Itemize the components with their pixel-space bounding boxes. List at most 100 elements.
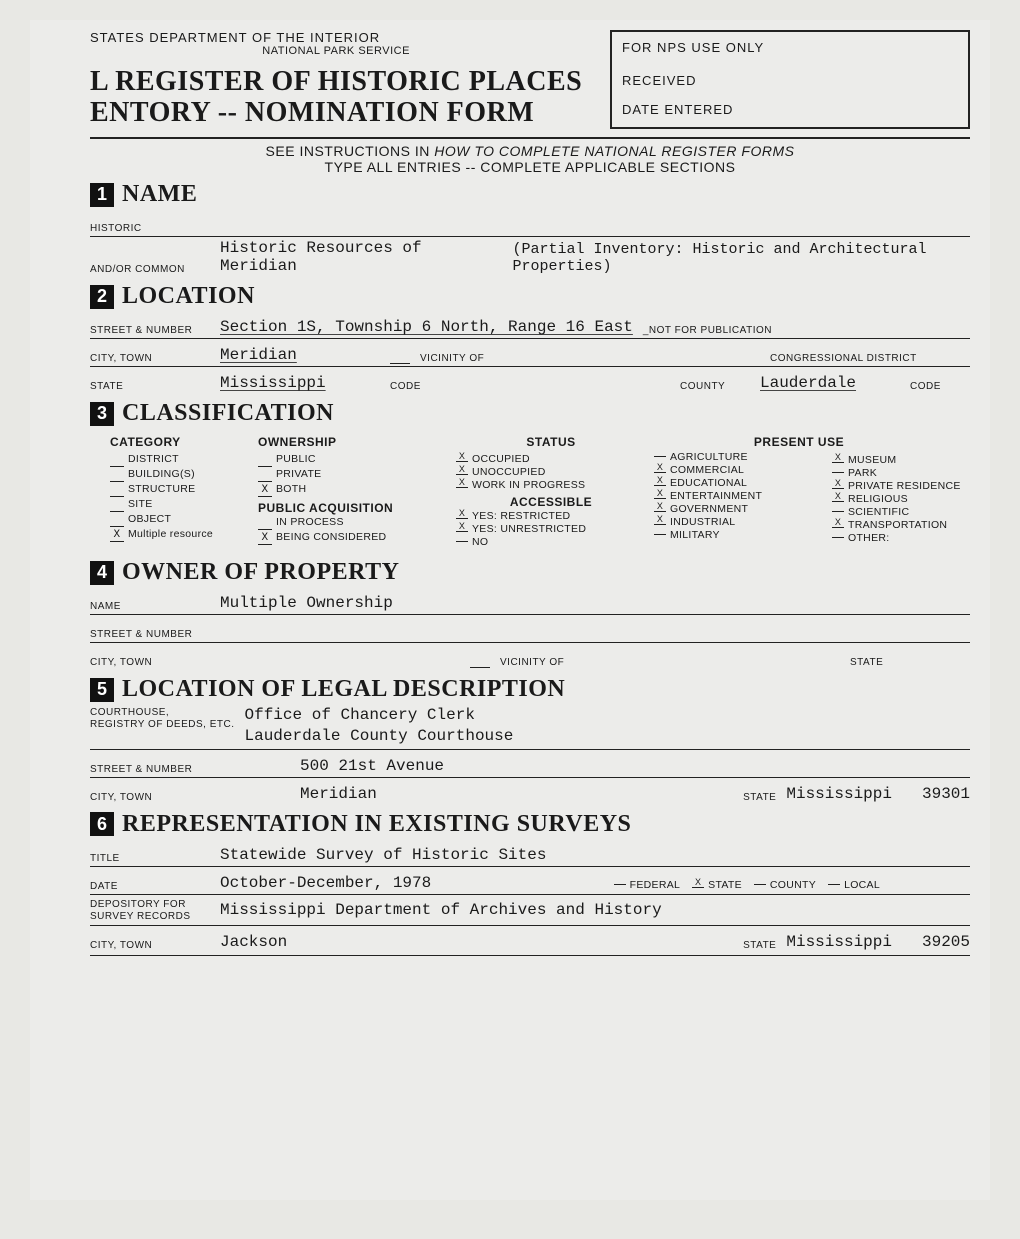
presentuse-mark: X [654,475,666,486]
presentuse-item: X PRIVATE RESIDENCE [832,480,1002,492]
pubacq-label: IN PROCESS [276,516,344,528]
presentuse-mark: X [654,462,666,473]
classification-grid: CATEGORY DISTRICT BUILDING(S) STRUCTURE … [90,435,970,549]
survey-level-item: X STATE [692,879,742,891]
survey-level-label: COUNTY [770,879,816,891]
title-line2: ENTORY -- NOMINATION FORM [90,98,582,129]
category-head: CATEGORY [110,435,250,449]
presentuse-item: AGRICULTURE [654,451,824,463]
common-label: AND/OR COMMON [90,262,210,275]
pubacq-mark: X [258,533,272,545]
loc-city-label: CITY, TOWN [90,351,210,364]
presentuse-item: XGOVERNMENT [654,503,824,515]
presentuse-mark [654,456,666,457]
survey-city-row: CITY, TOWN Jackson STATE Mississippi 392… [90,925,970,953]
not-for-pub: _NOT FOR PUBLICATION [643,325,772,336]
section-2-title: LOCATION [122,283,255,310]
loc-state-label: STATE [90,379,210,392]
presentuse-label: MUSEUM [848,454,896,466]
survey-levels: FEDERALXSTATECOUNTYLOCAL [614,878,880,892]
presentuse-mark: X [654,488,666,499]
nps-date-entered: DATE ENTERED [622,102,958,117]
ownership-label: PRIVATE [276,468,321,480]
accessible-label: YES: RESTRICTED [472,510,570,522]
courthouse-value: Office of Chancery Clerk Lauderdale Coun… [245,705,514,747]
survey-level-label: STATE [708,879,742,891]
survey-title-row: TITLE Statewide Survey of Historic Sites [90,838,970,866]
survey-city-value: Jackson [220,933,420,951]
owner-city-row: CITY, TOWN VICINITY OF STATE [90,642,970,670]
owner-vicinity: VICINITY OF [500,657,564,668]
category-mark [110,470,124,482]
presentuse-item: X COMMERCIAL [654,464,824,476]
presentuse-mark [654,534,666,535]
status-mark: X [456,464,468,475]
owner-city-label: CITY, TOWN [90,655,210,668]
presentuse-item: SCIENTIFIC [832,506,1002,518]
presentuse-label: AGRICULTURE [670,451,748,463]
category-label: OBJECT [128,513,171,525]
presentuse-mark: X [832,478,844,489]
ownership-mark [258,455,272,467]
presentuse-mark: X [832,491,844,502]
section-6-head: 6 REPRESENTATION IN EXISTING SURVEYS [90,811,970,838]
presentuse-mark [832,511,844,512]
section-3-title: CLASSIFICATION [122,400,334,427]
survey-state-block: STATE [743,940,776,951]
survey-level-item: COUNTY [754,879,816,891]
presentuse-label: SCIENTIFIC [848,506,909,518]
presentuse-label: INDUSTRIAL [670,516,735,528]
ownership-label: BOTH [276,483,306,495]
dept-line1: STATES DEPARTMENT OF THE INTERIOR [90,30,582,45]
section-4-num: 4 [90,561,114,585]
accessible-head: ACCESSIBLE [456,495,646,509]
status-item: X UNOCCUPIED [456,466,646,478]
presentuse-mark [832,472,844,473]
section-2-num: 2 [90,285,114,309]
loc-state-value: Mississippi [220,374,380,392]
instr-line2: TYPE ALL ENTRIES -- COMPLETE APPLICABLE … [325,159,736,175]
presentuse-item: XEDUCATIONAL [654,477,824,489]
section-1-title: NAME [122,181,197,208]
survey-level-mark: X [692,877,704,888]
ownership-head: OWNERSHIP [258,435,448,449]
instr-line1: SEE INSTRUCTIONS IN [266,143,435,159]
category-mark [110,455,124,467]
presentuse-mark: X [654,514,666,525]
section-1-num: 1 [90,183,114,207]
presentuse-label: ENTERTAINMENT [670,490,762,502]
presentuse-label: PRIVATE RESIDENCE [848,480,961,492]
survey-title-value: Statewide Survey of Historic Sites [220,846,546,864]
section-2-head: 2 LOCATION [90,283,970,310]
section-3-head: 3 CLASSIFICATION [90,400,970,427]
category-item: SITE [110,498,250,512]
category-label: SITE [128,498,153,510]
accessible-item: NO [456,536,646,548]
status-item: XOCCUPIED [456,453,646,465]
accessible-mark [456,541,468,542]
status-label: UNOCCUPIED [472,466,546,478]
presentuse-mark: X [832,452,844,463]
presentuse-label: COMMERCIAL [670,464,744,476]
historic-label: HISTORIC [90,221,210,234]
col-category: CATEGORY DISTRICT BUILDING(S) STRUCTURE … [110,435,250,549]
common-value: Historic Resources of Meridian [220,239,472,275]
section-4-head: 4 OWNER OF PROPERTY [90,559,970,586]
presentuse-item: X INDUSTRIAL [654,516,824,528]
category-item: OBJECT [110,513,250,527]
presentuse-label: PARK [848,467,877,479]
status-label: WORK IN PROGRESS [472,479,585,491]
dept-line2: NATIONAL PARK SERVICE [90,45,582,57]
nps-received: RECEIVED [622,73,958,88]
depository-value: Mississippi Department of Archives and H… [220,901,662,919]
category-label: Multiple resource [128,528,213,540]
survey-level-item: FEDERAL [614,879,681,891]
legal-zip: 39301 [922,785,970,803]
historic-row: HISTORIC [90,208,970,236]
owner-name-label: NAME [90,599,210,612]
common-note: (Partial Inventory: Historic and Archite… [512,241,970,275]
accessible-mark: X [456,521,468,532]
depository-label: DEPOSITORY FOR SURVEY RECORDS [90,897,210,923]
status-head: STATUS [456,435,646,449]
ownership-mark: X [258,485,272,497]
